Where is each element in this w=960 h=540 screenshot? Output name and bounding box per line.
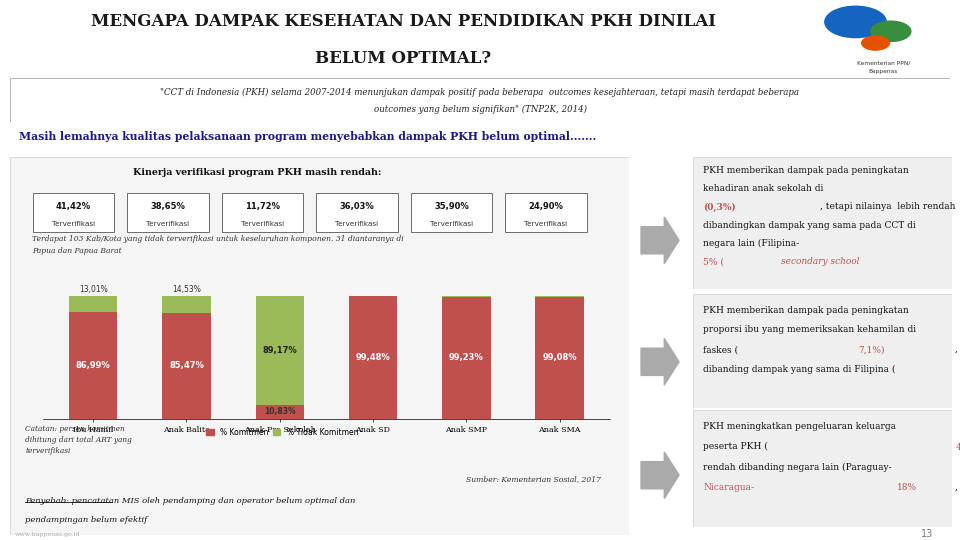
Text: 36,03%: 36,03% [340, 202, 374, 211]
Text: 89,17%: 89,17% [262, 346, 298, 355]
Text: 14,53%: 14,53% [172, 285, 201, 294]
Text: 99,23%: 99,23% [449, 353, 484, 362]
Text: 85,47%: 85,47% [169, 361, 204, 370]
Text: 41,42%: 41,42% [56, 202, 91, 211]
Text: 35,90%: 35,90% [434, 202, 468, 211]
FancyArrow shape [641, 217, 679, 264]
Text: 4,8%): 4,8%) [955, 442, 960, 451]
Bar [69, 295, 117, 312]
Text: Masih lemahnya kualitas pelaksanaan program menyebabkan dampak PKH belum optimal: Masih lemahnya kualitas pelaksanaan prog… [19, 131, 596, 142]
Text: 7,1%): 7,1%) [858, 346, 885, 354]
Text: 18%: 18% [898, 483, 918, 492]
Bar [33, 193, 114, 232]
Bar [162, 313, 211, 418]
Text: Terverifikasi: Terverifikasi [430, 221, 473, 227]
Text: 86,99%: 86,99% [76, 361, 110, 369]
Bar [69, 312, 117, 418]
Text: Nicaragua-: Nicaragua- [704, 483, 755, 492]
Bar [255, 405, 304, 418]
Text: 13,01%: 13,01% [79, 285, 108, 294]
Text: 5% (: 5% ( [704, 257, 725, 266]
Bar [505, 193, 587, 232]
Bar [411, 193, 492, 232]
Text: outcomes yang belum signifikan" (TNP2K, 2014): outcomes yang belum signifikan" (TNP2K, … [373, 105, 587, 114]
Text: Terverifikasi: Terverifikasi [335, 221, 378, 227]
Bar [255, 295, 304, 405]
Bar [348, 295, 397, 296]
Text: kehadiran anak sekolah di: kehadiran anak sekolah di [704, 184, 827, 193]
Text: Kinerja verifikasi program PKH masih rendah:: Kinerja verifikasi program PKH masih ren… [133, 168, 381, 177]
Text: BELUM OPTIMAL?: BELUM OPTIMAL? [315, 50, 492, 67]
Text: PKH memberikan dampak pada peningkatan: PKH memberikan dampak pada peningkatan [704, 166, 909, 175]
Text: Terverifikasi: Terverifikasi [147, 221, 190, 227]
Bar [442, 295, 491, 296]
Text: Penyebab: pencatatan MIS oleh pendamping dan operator belum optimal dan: Penyebab: pencatatan MIS oleh pendamping… [25, 497, 355, 505]
Text: 38,65%: 38,65% [151, 202, 185, 211]
Bar [348, 296, 397, 418]
Circle shape [871, 21, 911, 42]
Text: 24,90%: 24,90% [528, 202, 564, 211]
Text: , tetapi nilainya masih lebih rendah: , tetapi nilainya masih lebih rendah [955, 346, 960, 354]
Bar [128, 193, 208, 232]
Bar [536, 296, 584, 418]
Text: 10,83%: 10,83% [264, 407, 296, 416]
Text: , tetapi nilainya  lebih rendah: , tetapi nilainya lebih rendah [820, 202, 955, 211]
Text: Bappenas: Bappenas [869, 69, 898, 74]
Bar [162, 295, 211, 313]
Bar [222, 193, 303, 232]
Text: Terverifikasi: Terverifikasi [524, 221, 567, 227]
Text: Kementerian PPN/: Kementerian PPN/ [856, 60, 910, 65]
Text: secondary school: secondary school [781, 257, 859, 266]
Text: dibanding dampak yang sama di Filipina (: dibanding dampak yang sama di Filipina ( [704, 365, 896, 374]
Text: 11,72%: 11,72% [245, 202, 280, 211]
Text: peserta PKH (: peserta PKH ( [704, 442, 768, 451]
Text: PKH memberikan dampak pada peningkatan: PKH memberikan dampak pada peningkatan [704, 306, 909, 315]
Bar [442, 296, 491, 418]
Text: 99,08%: 99,08% [542, 353, 577, 362]
Text: 99,48%: 99,48% [355, 353, 391, 362]
Text: Terverifikasi: Terverifikasi [52, 221, 95, 227]
Text: www.bappenas.go.id: www.bappenas.go.id [14, 531, 80, 537]
Text: , Colombia-: , Colombia- [955, 483, 960, 492]
Bar [536, 295, 584, 296]
Text: Terdapat 103 Kab/Kota yang tidak terverifikasi untuk keseluruhan komponen. 31 di: Terdapat 103 Kab/Kota yang tidak terveri… [33, 235, 404, 255]
Text: "CCT di Indonesia (PKH) selama 2007-2014 menunjukan dampak positif pada beberapa: "CCT di Indonesia (PKH) selama 2007-2014… [160, 87, 800, 97]
Text: MENGAPA DAMPAK KESEHATAN DAN PENDIDIKAN PKH DINILAI: MENGAPA DAMPAK KESEHATAN DAN PENDIDIKAN … [90, 14, 716, 30]
Circle shape [862, 36, 889, 50]
Text: PKH meningkatkan pengeluaran keluarga: PKH meningkatkan pengeluaran keluarga [704, 422, 897, 431]
Text: Terverifikasi: Terverifikasi [241, 221, 284, 227]
Text: Sumber: Kementerian Sosial, 2017: Sumber: Kementerian Sosial, 2017 [467, 475, 601, 483]
Text: pendampingan belum efektif: pendampingan belum efektif [25, 516, 148, 524]
Text: negara lain (Filipina-: negara lain (Filipina- [704, 239, 800, 248]
Text: (0,3%): (0,3%) [704, 202, 736, 212]
Text: proporsi ibu yang memeriksakan kehamilan di: proporsi ibu yang memeriksakan kehamilan… [704, 326, 917, 334]
FancyArrow shape [641, 339, 679, 385]
FancyArrow shape [641, 452, 679, 498]
Bar [316, 193, 397, 232]
Text: 13: 13 [921, 529, 933, 539]
Text: Catatan: persen komitmen
dihitung dari total ART yang
terverifikasi: Catatan: persen komitmen dihitung dari t… [25, 424, 132, 455]
Text: dibandingkan dampak yang sama pada CCT di: dibandingkan dampak yang sama pada CCT d… [704, 221, 916, 230]
Circle shape [825, 6, 886, 38]
Text: faskes (: faskes ( [704, 346, 738, 354]
Text: rendah dibanding negara lain (Paraguay-: rendah dibanding negara lain (Paraguay- [704, 463, 892, 472]
Legend: % Komitmen, % Tidak Komitmen: % Komitmen, % Tidak Komitmen [203, 425, 361, 440]
